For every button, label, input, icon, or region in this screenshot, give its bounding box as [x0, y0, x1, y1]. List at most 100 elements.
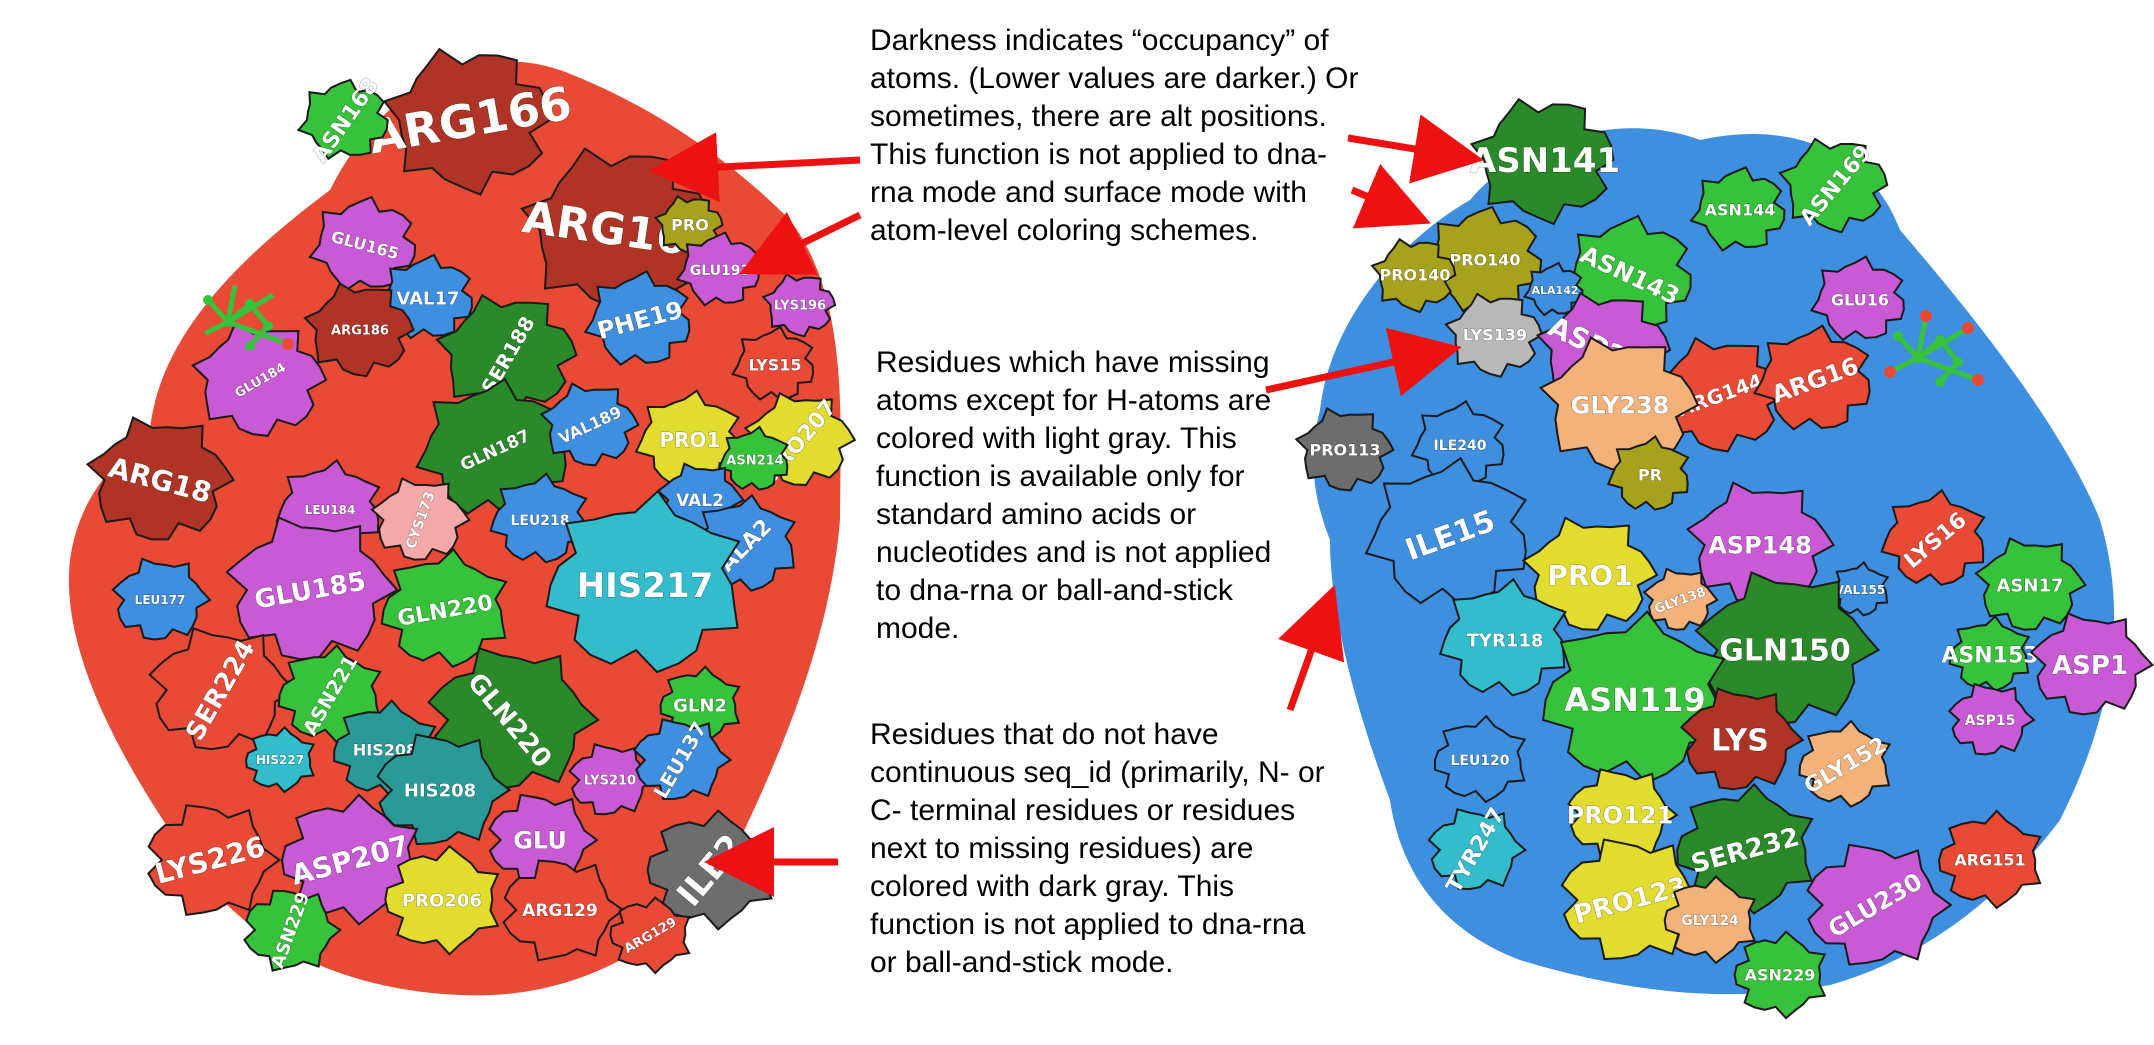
red-arrow [1350, 163, 1431, 229]
residue-patch-shape [675, 231, 760, 307]
residue-patch-shape [370, 477, 471, 561]
residue-label: GLU193 [690, 263, 751, 279]
residue-patch: LYS196 [761, 272, 837, 338]
ligand-bond [1917, 355, 1979, 383]
residue-label: ALA142 [1532, 284, 1579, 297]
ligand-atom [1884, 366, 1896, 378]
residue-patch: ARG129 [502, 859, 625, 962]
residue-patch: GLU230 [1806, 843, 1953, 966]
residue-patch: ASN214 [717, 425, 790, 491]
residue-label: ASP15 [1965, 713, 2016, 729]
ligand-atom [1962, 322, 1974, 334]
ligand-bond [225, 279, 239, 323]
residue-patch: ARG129 [609, 896, 691, 975]
residue-patch-shape [1606, 435, 1690, 511]
residue-label: LYS210 [584, 774, 636, 789]
residue-patch-shape [1733, 930, 1827, 1020]
residue-patch: ARG186 [303, 281, 415, 378]
residue-patch-shape [1947, 682, 2036, 756]
residue-patch-shape [85, 416, 236, 541]
ligand-atom [263, 321, 273, 331]
ligand-atom [1935, 377, 1945, 387]
residue-patch: LEU218 [489, 472, 588, 564]
residue-patch: ASN229 [1733, 930, 1827, 1020]
residue-label: VAL2 [676, 491, 724, 511]
residue-patch: VAL155 [1829, 560, 1890, 617]
residue-patch: LYS139 [1444, 292, 1543, 378]
residue-label: ASN119 [1564, 681, 1705, 719]
residue-patch: GLY138 [1642, 567, 1719, 631]
residue-patch-shape [147, 804, 282, 917]
red-arrow [739, 211, 862, 275]
ligand-ball-and-stick [194, 274, 1984, 387]
residue-patch-shape [1663, 875, 1757, 965]
residue-patch: GLU184 [191, 321, 328, 437]
residue-patch-shape [1689, 166, 1786, 252]
residue-patch-shape [243, 889, 342, 972]
residue-patch: PRO1 [634, 389, 740, 486]
residue-patch-shape [609, 896, 691, 975]
residue-patch: ASP207 [280, 793, 419, 926]
residue-patch-shape [303, 281, 415, 378]
residue-label: LYS196 [774, 299, 826, 314]
ligand-atom [194, 330, 206, 342]
residue-label: GLU [513, 826, 567, 854]
residue-patch-shape [1433, 714, 1527, 804]
residue-patch-shape [1427, 807, 1528, 891]
residue-patch-shape [1806, 843, 1953, 966]
residue-label: LYS [1711, 724, 1769, 759]
residue-patch: LYS16 [1880, 488, 1986, 586]
red-arrow [648, 132, 861, 203]
residue-label: GLY238 [1571, 391, 1670, 419]
residue-patch: GLY238 [1538, 336, 1700, 473]
residue-patch-shape [1642, 567, 1719, 631]
residue-label: LEU120 [1450, 753, 1509, 769]
red-arrow [1278, 584, 1345, 712]
residue-label: ARG151 [1954, 851, 2025, 870]
residue-patch: TYR118 [1439, 577, 1567, 697]
residue-label: ASN214 [726, 454, 783, 469]
residue-label: GLN2 [673, 695, 727, 716]
residue-label: ASP1 [2052, 651, 2128, 681]
residue-patch: ASP1 [2029, 612, 2154, 716]
residue-patch-shape [111, 557, 212, 641]
residue-patch: ARG151 [1938, 809, 2042, 910]
residue-patch-shape [761, 272, 837, 338]
residue-patch-shape [632, 718, 733, 801]
residue-patch: LEU120 [1433, 714, 1527, 804]
residue-label: VAL17 [396, 288, 459, 309]
ligand-atom [223, 317, 233, 327]
residue-patch: GLU16 [1809, 255, 1905, 342]
residue-label: GLY124 [1681, 913, 1739, 929]
residue-patch: ALA142 [1522, 261, 1584, 317]
residue-label: LYS15 [748, 356, 801, 375]
ligand-atom [230, 274, 242, 286]
residue-patch-shape [1974, 536, 2087, 631]
residue-patch: LYS15 [731, 325, 815, 401]
missing-atoms-note: Residues which have missing atoms except… [876, 346, 1272, 645]
residue-patch: PR [1606, 435, 1690, 511]
residue-label: HIS208 [404, 780, 476, 801]
residue-patch-shape [380, 547, 508, 669]
residue-patch-shape [1778, 137, 1889, 234]
residue-label: PRO206 [402, 890, 482, 911]
ligand-atom [1920, 310, 1932, 322]
residue-patch-shape [1294, 407, 1395, 492]
occupancy-note: Darkness indicates “occupancy” of atoms.… [870, 24, 1359, 247]
residue-patch-shape [1469, 97, 1615, 226]
residue-label: PRO140 [1379, 266, 1450, 285]
residue-label: LEU184 [305, 503, 356, 517]
residue-patch: LYS226 [147, 804, 282, 917]
residue-patch: ILE240 [1410, 399, 1505, 486]
ligand-atom [245, 299, 255, 309]
residue-patch: LEU137 [632, 717, 733, 803]
ligand-atom [1972, 374, 1984, 386]
residue-patch-shape [717, 425, 790, 491]
annotation-arrows [648, 114, 1484, 897]
residue-label: LEU177 [135, 593, 186, 607]
residue-patch-shape [502, 859, 625, 962]
residue-patch: LYS210 [568, 743, 656, 816]
residue-patch-shape [1694, 571, 1880, 726]
